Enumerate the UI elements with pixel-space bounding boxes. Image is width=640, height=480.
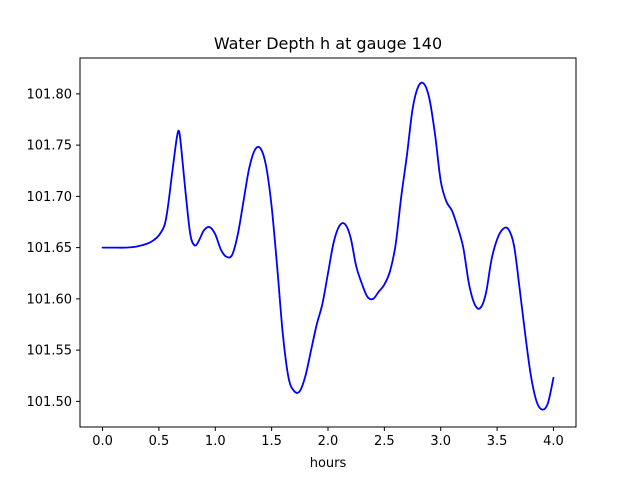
y-tick-label: 101.55: [27, 344, 73, 359]
y-tick-label: 101.75: [27, 139, 73, 154]
chart-title: Water Depth h at gauge 140: [214, 34, 442, 53]
y-tick-label: 101.80: [27, 87, 73, 102]
x-axis-label: hours: [310, 456, 347, 471]
y-axis: 101.50 101.55 101.60 101.65 101.70 101.75 101.…: [27, 87, 80, 410]
x-tick-label: 0.0: [92, 434, 113, 449]
x-tick-label: 3.5: [487, 434, 508, 449]
x-tick-label: 2.0: [318, 434, 339, 449]
y-tick-label: 101.50: [27, 395, 73, 410]
x-tick-label: 3.0: [430, 434, 451, 449]
y-tick-label: 101.70: [27, 190, 73, 205]
x-tick-label: 1.5: [261, 434, 282, 449]
x-axis: 0.0 0.5 1.0 1.5 2.0 2.5 3.0 3.5 4.0: [92, 427, 564, 449]
series-line: [101, 81, 555, 411]
x-tick-label: 4.0: [543, 434, 564, 449]
y-tick-label: 101.60: [27, 292, 73, 307]
y-tick-label: 101.65: [27, 241, 73, 256]
x-tick-label: 1.0: [205, 434, 226, 449]
x-tick-label: 2.5: [374, 434, 395, 449]
x-tick-label: 0.5: [149, 434, 170, 449]
